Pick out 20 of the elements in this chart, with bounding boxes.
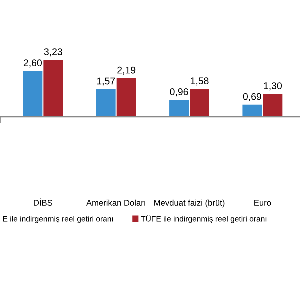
bar [263, 94, 283, 118]
bar [170, 100, 189, 118]
bar [23, 71, 43, 118]
bar [96, 89, 116, 118]
data-label: 0,96 [170, 88, 188, 97]
bar [44, 60, 64, 118]
x-tick-label: DİBS [34, 198, 53, 206]
data-label: 1,58 [191, 78, 209, 86]
x-tick-label: Mevduat faizi (brüt) [154, 200, 225, 208]
bar [116, 78, 136, 118]
data-label: 3,23 [44, 48, 62, 57]
data-label: 1,30 [264, 82, 282, 91]
x-tick-label: Amerikan Doları [86, 200, 146, 206]
data-label: 2,19 [118, 66, 136, 75]
data-label: 1,57 [97, 78, 116, 86]
bar [190, 89, 210, 118]
data-label: 0,69 [243, 93, 262, 102]
data-label: 2,60 [24, 60, 42, 68]
bar [242, 104, 262, 118]
x-tick-label: Euro [254, 200, 272, 206]
